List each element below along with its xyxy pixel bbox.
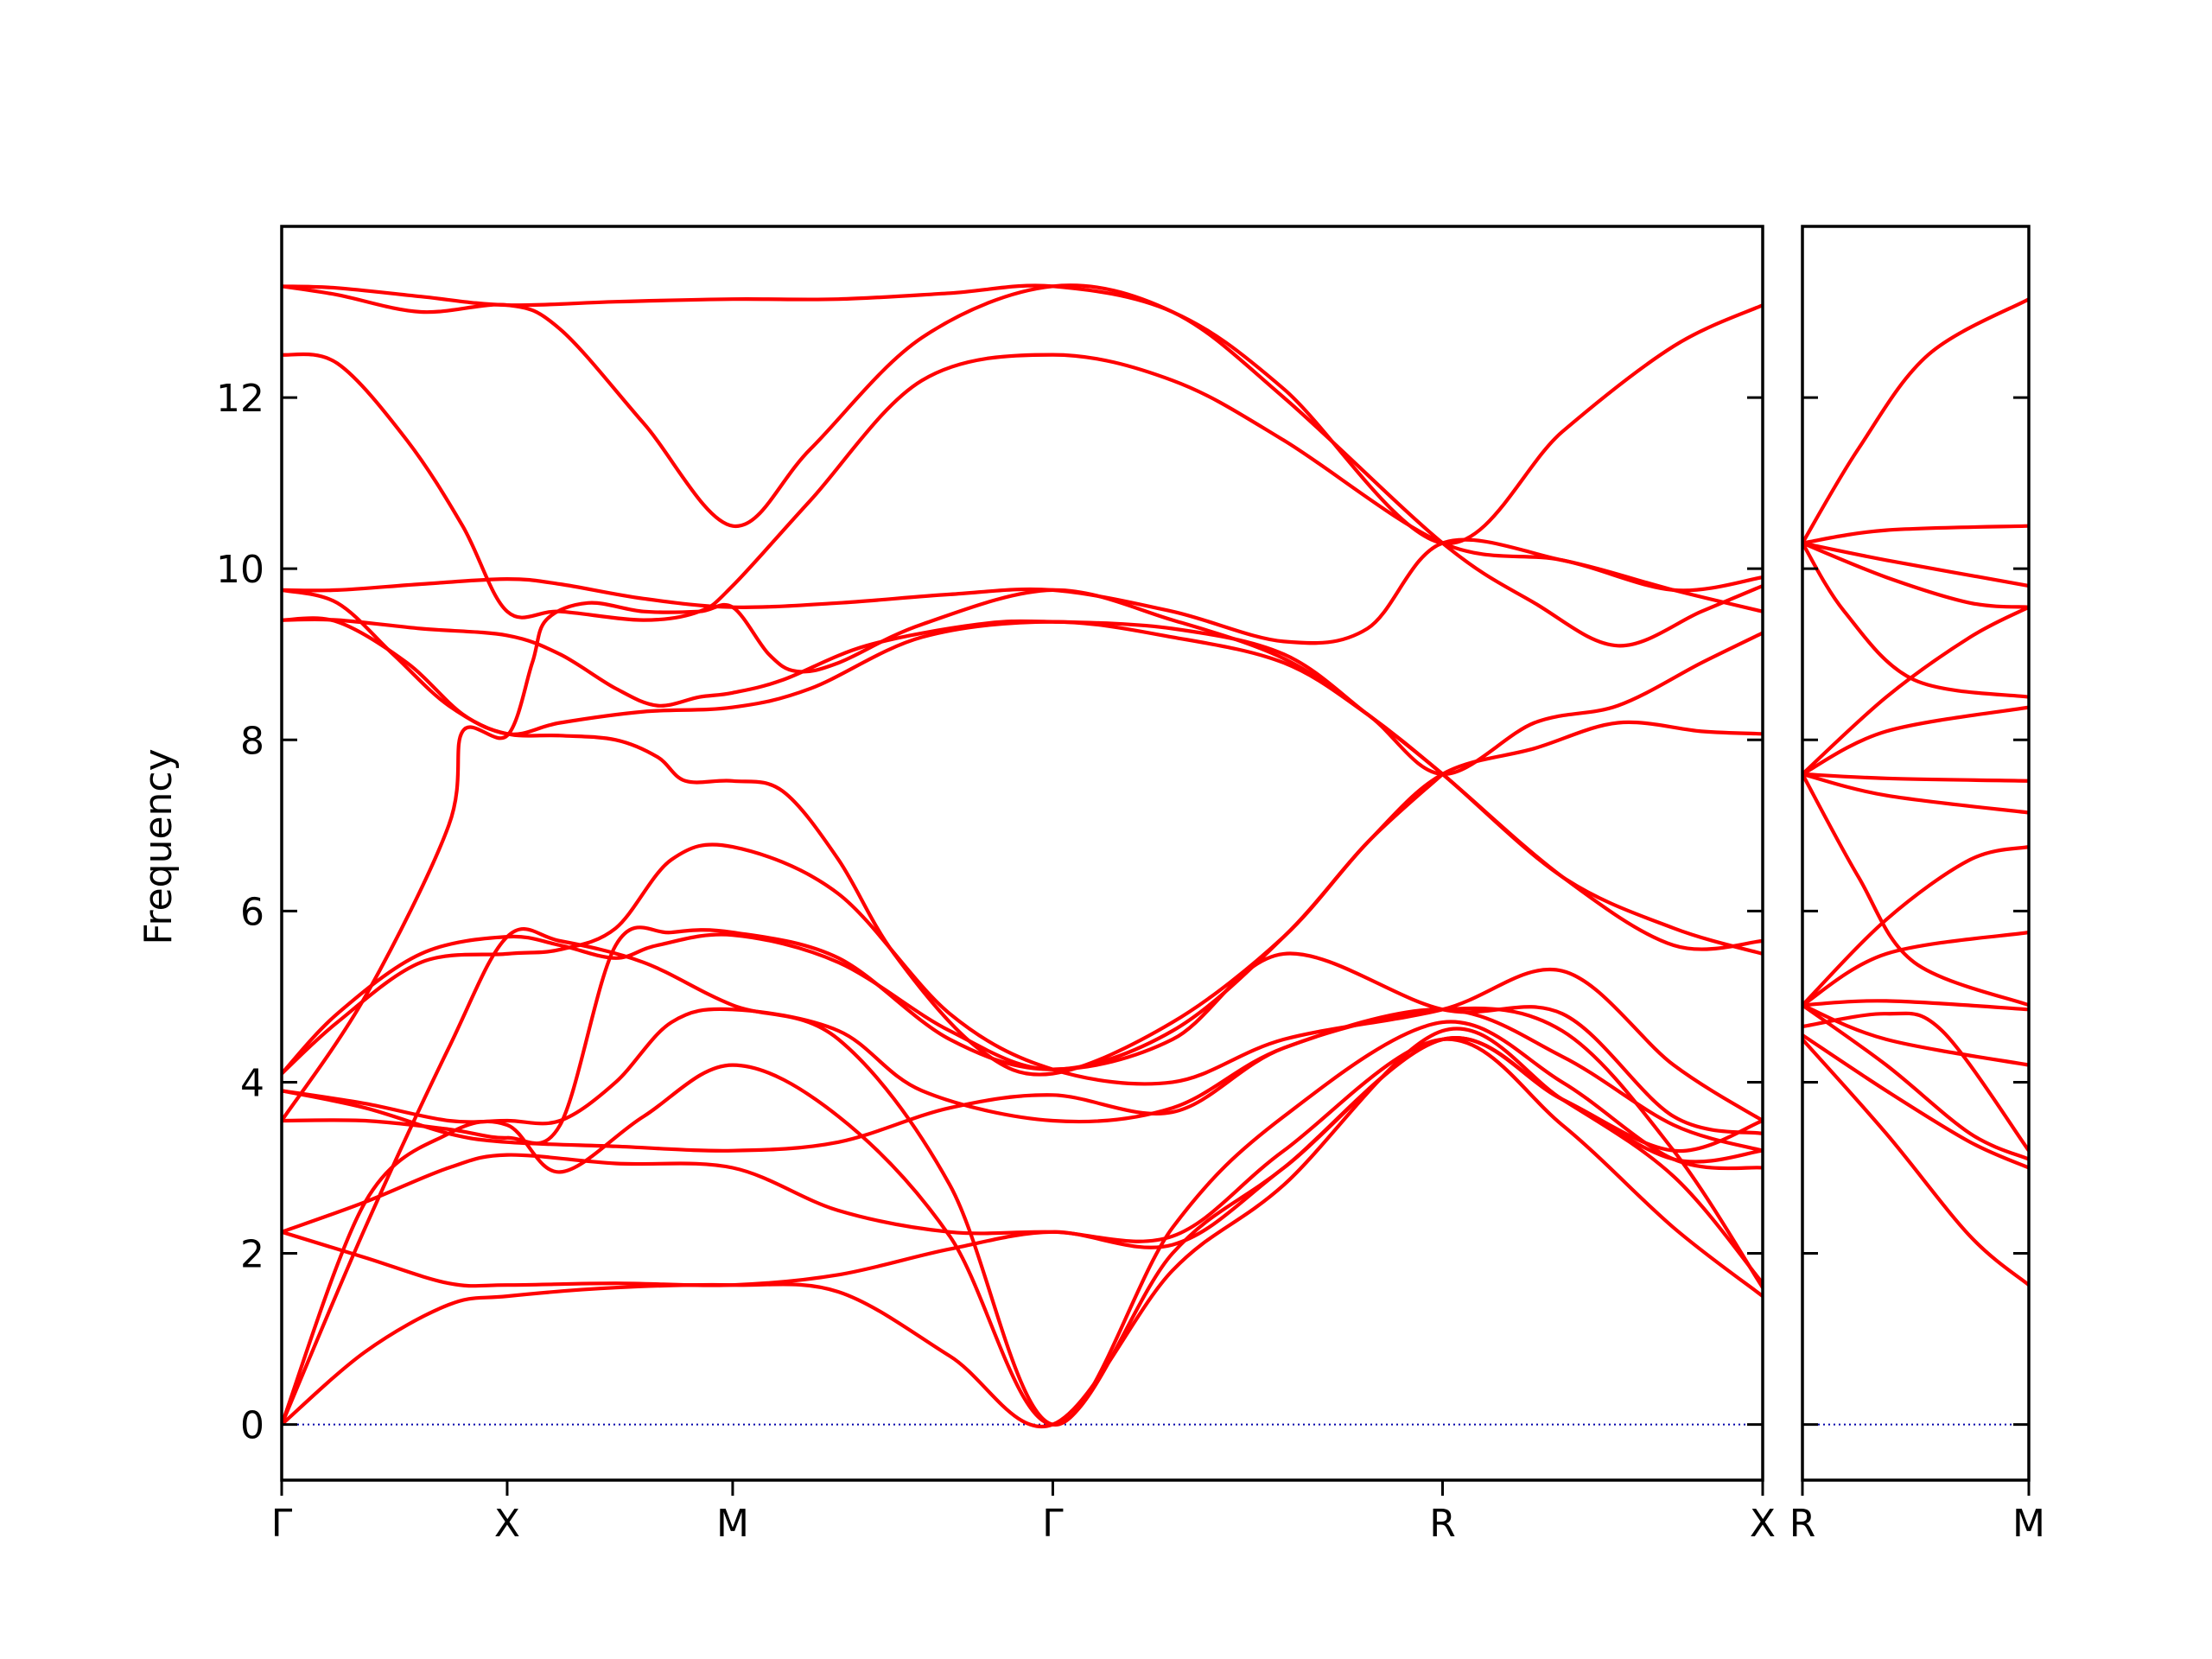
plot-frame — [280, 225, 1764, 1482]
band-line-8 — [282, 588, 1763, 1123]
band-line-16 — [1802, 1003, 2029, 1161]
band-line-15 — [1802, 1011, 2029, 1153]
x-tick-label: M — [2012, 1502, 2045, 1546]
band-line-11 — [1802, 845, 2029, 1007]
y-tick-label: 0 — [240, 1404, 264, 1448]
x-tick-label: X — [494, 1502, 520, 1546]
y-tick-label: 8 — [240, 719, 264, 763]
y-tick-label: 6 — [240, 890, 264, 934]
band-line-8 — [1802, 772, 2029, 783]
band-line-4 — [282, 537, 1763, 645]
band-line-12 — [1802, 931, 2029, 1007]
band-line-4 — [1802, 541, 2029, 609]
band-line-14 — [282, 1037, 1763, 1299]
band-line-17 — [1802, 1033, 2029, 1170]
band-line-15 — [282, 1036, 1763, 1288]
x-tick-label: M — [716, 1502, 749, 1546]
band-line-6 — [1802, 605, 2029, 776]
band-line-2 — [1802, 524, 2029, 545]
y-tick-label: 2 — [240, 1233, 264, 1277]
bands — [1802, 297, 2029, 1287]
band-line-1 — [282, 283, 1763, 545]
band-line-7 — [1802, 705, 2029, 776]
band-line-13 — [1802, 999, 2029, 1012]
band-line-3 — [1802, 541, 2029, 588]
band-line-9 — [1802, 772, 2029, 815]
panel-1: 0 2 4 6 8 10 12 Γ X M Γ R X — [216, 225, 1776, 1546]
x-tick-label: Γ — [271, 1502, 293, 1546]
y-tick-label: 10 — [216, 548, 264, 592]
band-line-13 — [282, 1006, 1763, 1290]
band-line-3 — [282, 352, 1763, 622]
band-line-14 — [1802, 1003, 2029, 1067]
y-tick-label: 12 — [216, 377, 264, 421]
band-line-1 — [1802, 297, 2029, 545]
band-line-5 — [1802, 541, 2029, 699]
bands — [282, 283, 1763, 1428]
band-line-10 — [282, 842, 1763, 1123]
band-line-11 — [282, 1007, 1763, 1153]
plot-frame — [1801, 225, 2031, 1482]
x-tick-label: R — [1789, 1502, 1816, 1546]
band-line-2 — [282, 283, 1763, 648]
band-line-16 — [282, 1027, 1763, 1428]
band-line-7 — [282, 617, 1763, 951]
band-line-9 — [282, 772, 1445, 1076]
band-line-18 — [282, 1036, 1763, 1427]
y-axis-label: Frequency — [137, 748, 181, 944]
y-tick-label: 4 — [240, 1061, 264, 1105]
x-tick-label: R — [1429, 1502, 1456, 1546]
band-line-18 — [1802, 1037, 2029, 1287]
x-tick-label: Γ — [1042, 1502, 1064, 1546]
x-tick-label: X — [1750, 1502, 1776, 1546]
band-line-17 — [282, 927, 1763, 1427]
band-line-12 — [282, 925, 1763, 1146]
band-line-10 — [1802, 772, 2029, 1007]
